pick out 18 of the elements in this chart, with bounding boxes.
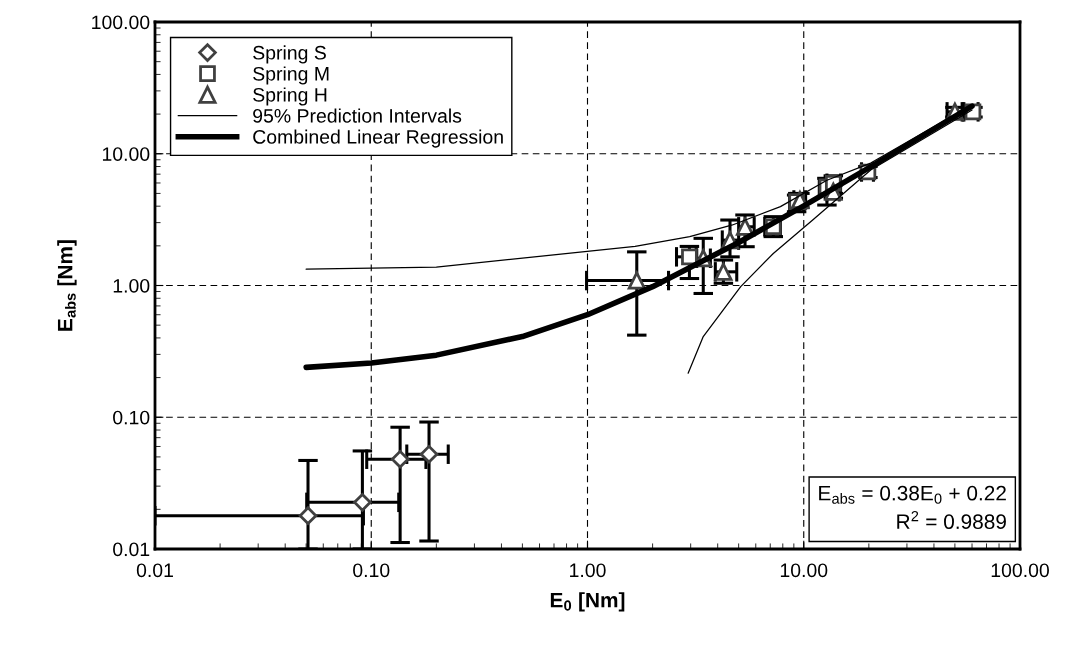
y-tick-label: 0.01 [113,542,150,557]
text: E$_{abs}$ = 0.38E$_{0}$ + 0.22 R$^{2}$ = 0.9889 [819,485,1006,530]
y-tick-label: 1.00 [113,278,150,293]
y-tick-label: 0.10 [113,410,150,425]
x-tick-label: 0.10 [353,563,390,578]
x-axis-title: E$_{0}$ [Nm] [550,592,625,612]
y-axis-title: E$_{abs}$ [Nm] [57,240,77,331]
x-tick-label: 1.00 [570,563,606,578]
legend-label: Spring H [253,87,327,106]
x-tick-label: 0.01 [136,563,173,578]
y-tick-label: 100.00 [92,15,150,30]
legend-label: Spring S [253,45,326,64]
legend-label: Combined Linear Regression [253,129,503,148]
x-tick-label: 10.00 [780,563,828,578]
legend-label: Spring M [253,66,329,85]
legend-label: 95% Prediction Intervals [253,108,462,123]
y-tick-label: 10.00 [102,147,150,161]
x-tick-label: 100.00 [991,563,1049,578]
